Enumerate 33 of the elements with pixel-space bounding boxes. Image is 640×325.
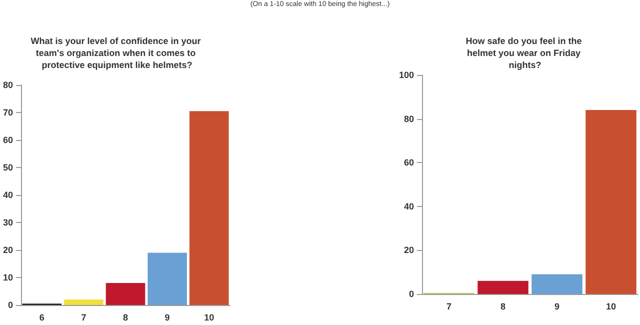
bar <box>478 280 528 294</box>
chart-title: How safe do you feel in the helmet you wear on Friday nights? <box>466 36 584 70</box>
y-tick-label: 20 <box>2 245 14 255</box>
y-tick-label: 60 <box>2 135 14 145</box>
y-tick-label: 80 <box>2 80 14 90</box>
y-tick-label: 60 <box>404 158 414 168</box>
y-tick-label: 20 <box>404 245 414 256</box>
bar <box>106 283 146 305</box>
bar <box>189 111 229 305</box>
y-tick-label: 100 <box>398 70 414 80</box>
y-tick-label: 30 <box>2 218 14 228</box>
x-tick-label: 8 <box>123 312 128 322</box>
y-tick-label: 70 <box>2 108 14 118</box>
x-tick-label: 10 <box>606 302 616 312</box>
chart-title: What is your level of confidence in your team's organization when it comes to protective equipment like helmets? <box>30 36 204 70</box>
x-tick-label: 8 <box>500 302 506 312</box>
y-tick-label: 0 <box>408 289 414 299</box>
bar <box>532 274 582 294</box>
x-tick-label: 10 <box>204 312 214 322</box>
x-tick-label: 6 <box>39 312 44 322</box>
bar <box>64 300 104 305</box>
bar <box>148 252 187 305</box>
y-tick-label: 10 <box>2 272 14 282</box>
x-tick-label: 7 <box>81 312 86 322</box>
y-tick-label: 80 <box>404 114 414 124</box>
y-tick-label: 40 <box>404 201 414 212</box>
y-tick-label: 0 <box>8 300 14 310</box>
y-tick-label: 40 <box>2 190 14 200</box>
y-tick-label: 50 <box>2 162 14 172</box>
x-tick-label: 9 <box>164 312 170 322</box>
bar <box>586 110 636 294</box>
x-tick-label: 9 <box>554 302 560 312</box>
x-tick-label: 7 <box>446 302 452 312</box>
